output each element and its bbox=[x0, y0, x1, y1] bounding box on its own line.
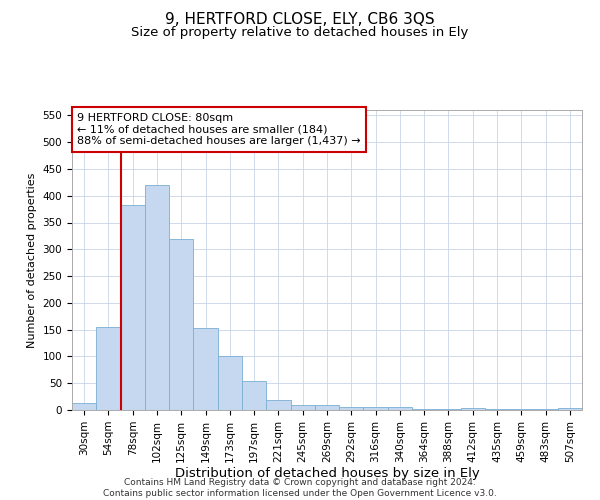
Y-axis label: Number of detached properties: Number of detached properties bbox=[27, 172, 37, 348]
Bar bbox=[436, 409, 461, 410]
Bar bbox=[339, 408, 364, 410]
Bar bbox=[388, 408, 412, 410]
Bar bbox=[412, 409, 436, 410]
Bar bbox=[461, 408, 485, 410]
Bar bbox=[315, 404, 339, 410]
Bar bbox=[72, 403, 96, 410]
Bar bbox=[558, 408, 582, 410]
Bar bbox=[145, 185, 169, 410]
X-axis label: Distribution of detached houses by size in Ely: Distribution of detached houses by size … bbox=[175, 468, 479, 480]
Bar bbox=[121, 205, 145, 410]
Bar bbox=[96, 327, 121, 410]
Bar bbox=[290, 404, 315, 410]
Bar bbox=[509, 409, 533, 410]
Text: 9 HERTFORD CLOSE: 80sqm
← 11% of detached houses are smaller (184)
88% of semi-d: 9 HERTFORD CLOSE: 80sqm ← 11% of detache… bbox=[77, 113, 361, 146]
Text: 9, HERTFORD CLOSE, ELY, CB6 3QS: 9, HERTFORD CLOSE, ELY, CB6 3QS bbox=[165, 12, 435, 28]
Bar bbox=[242, 380, 266, 410]
Bar bbox=[193, 328, 218, 410]
Bar bbox=[364, 408, 388, 410]
Text: Contains HM Land Registry data © Crown copyright and database right 2024.
Contai: Contains HM Land Registry data © Crown c… bbox=[103, 478, 497, 498]
Bar bbox=[266, 400, 290, 410]
Bar bbox=[169, 238, 193, 410]
Bar bbox=[218, 356, 242, 410]
Text: Size of property relative to detached houses in Ely: Size of property relative to detached ho… bbox=[131, 26, 469, 39]
